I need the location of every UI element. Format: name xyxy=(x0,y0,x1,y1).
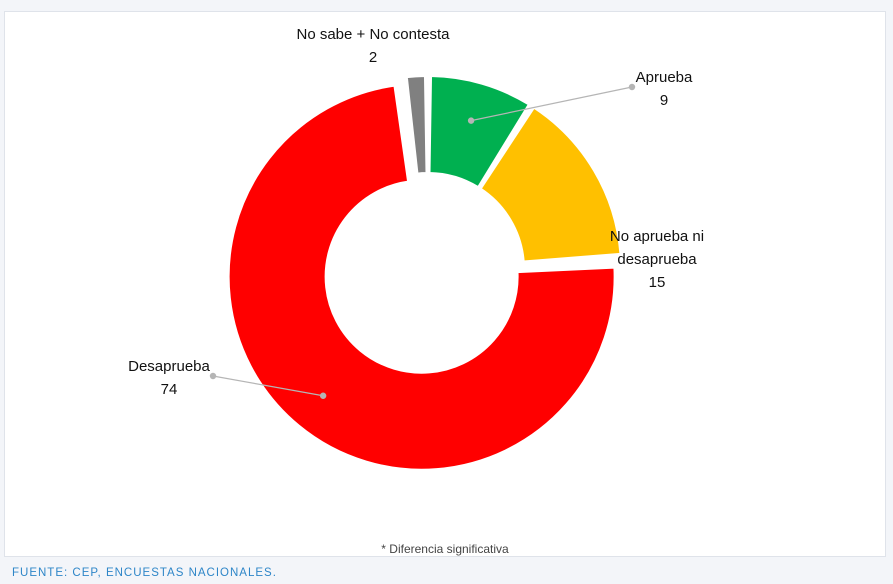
slices-group xyxy=(227,75,622,471)
label-no-sabe: No sabe + No contesta xyxy=(296,26,450,43)
label-no-aprueba-line2: desaprueba xyxy=(617,251,697,268)
leader-aprueba-end-dot xyxy=(628,83,636,91)
slice-no-sabe-no-contesta xyxy=(405,75,428,175)
leader-lines-group xyxy=(209,83,636,399)
leader-aprueba xyxy=(470,86,633,122)
leader-desaprueba xyxy=(212,375,324,397)
slice-aprueba xyxy=(428,75,531,189)
leader-aprueba-start-dot xyxy=(467,117,475,124)
value-aprueba: 9 xyxy=(660,92,668,109)
leader-desaprueba-start-dot xyxy=(319,392,327,399)
source-note: FUENTE: CEP, ENCUESTAS NACIONALES. xyxy=(12,567,277,579)
chart-panel: No sabe + No contesta 2 Aprueba 9 No apr… xyxy=(4,11,886,557)
slice-no-aprueba-ni-desaprueba xyxy=(479,106,622,263)
footnote: * Diferencia significativa xyxy=(381,542,509,556)
value-no-sabe: 2 xyxy=(369,49,377,66)
value-no-aprueba: 15 xyxy=(649,274,666,291)
label-desaprueba: Desaprueba xyxy=(128,358,210,375)
donut-chart: No sabe + No contesta 2 Aprueba 9 No apr… xyxy=(128,26,704,471)
label-aprueba: Aprueba xyxy=(636,69,693,86)
slice-desaprueba xyxy=(227,84,616,471)
label-no-aprueba-line1: No aprueba ni xyxy=(610,228,704,245)
leader-desaprueba-end-dot xyxy=(209,372,217,380)
value-desaprueba: 74 xyxy=(161,381,178,398)
